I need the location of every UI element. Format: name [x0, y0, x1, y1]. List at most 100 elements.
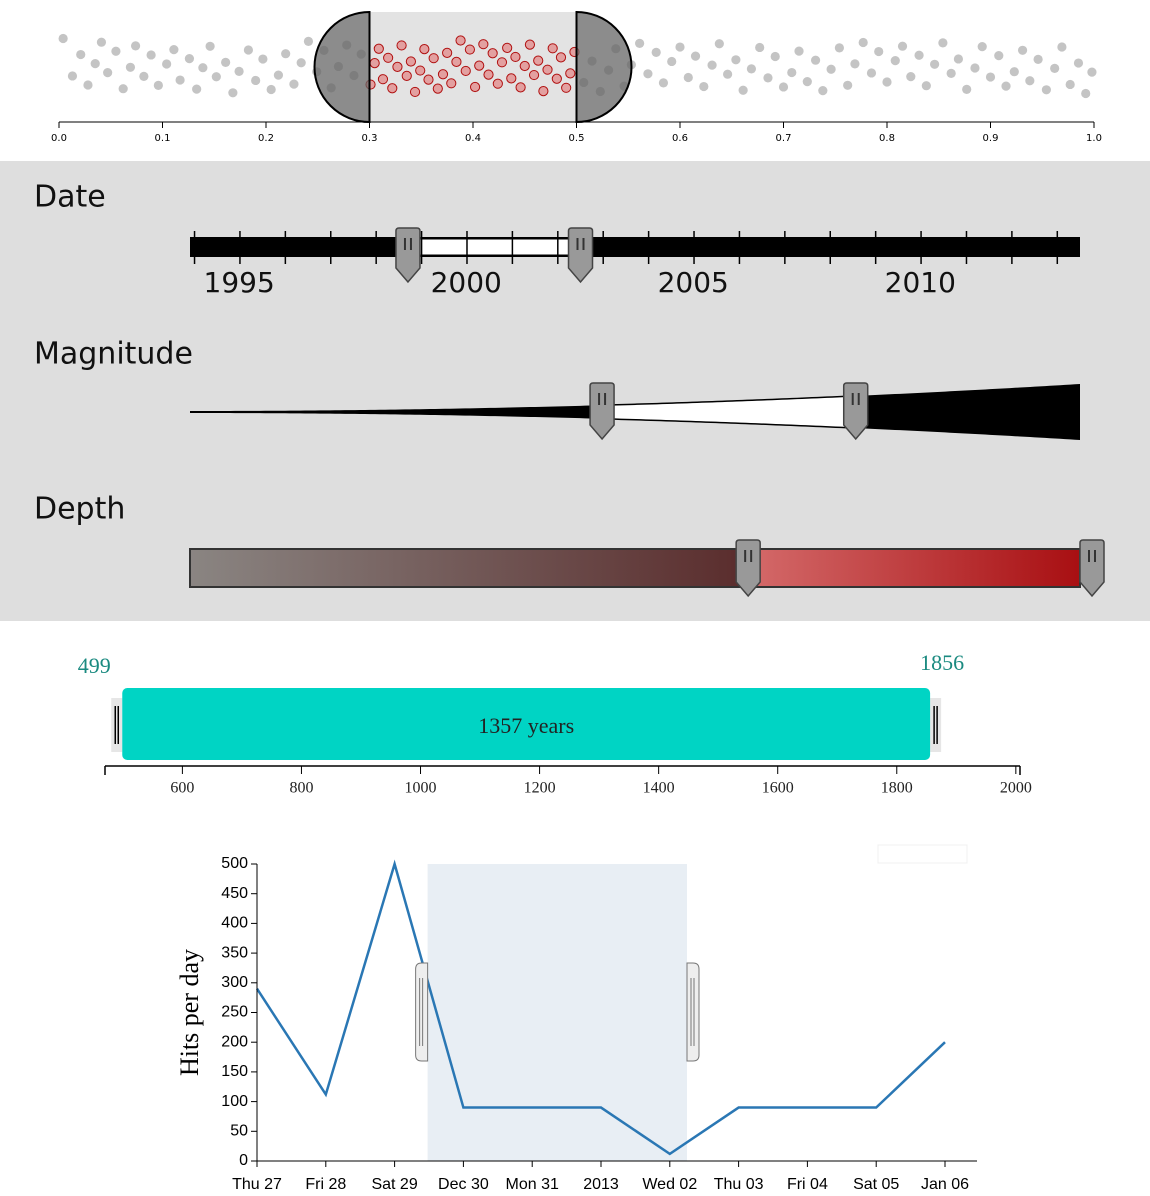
dot [658, 78, 669, 88]
dot [111, 46, 121, 56]
dot [834, 43, 844, 53]
x-tick-label: 0.1 [155, 133, 171, 144]
dot [175, 75, 185, 85]
dot [826, 64, 836, 74]
dot [731, 55, 741, 65]
brush-handle[interactable] [575, 10, 633, 124]
dot [538, 86, 549, 97]
dot [953, 54, 964, 64]
y-tick-label: 350 [221, 944, 248, 961]
dot [415, 65, 426, 76]
x-tick-label: 0.4 [465, 133, 481, 144]
slider-handle[interactable] [395, 227, 421, 284]
dot [146, 50, 156, 60]
dot [118, 84, 128, 94]
y-tick-label: 50 [230, 1123, 248, 1140]
dot [675, 42, 685, 52]
x-tick-label: Thu 27 [232, 1176, 282, 1193]
slider-handle[interactable] [589, 382, 615, 441]
x-tick-label: 0.5 [569, 133, 585, 144]
dot [946, 68, 956, 78]
dot [787, 67, 797, 78]
dot [303, 36, 314, 46]
dot [377, 74, 389, 85]
dot [770, 51, 780, 62]
dot [515, 82, 526, 93]
dot [296, 58, 306, 68]
dot [890, 56, 900, 66]
dot [446, 78, 457, 89]
dot [746, 64, 757, 74]
dot [96, 37, 107, 47]
dot [755, 42, 765, 53]
dot [289, 79, 299, 89]
dot [874, 46, 884, 57]
brush-extent [369, 12, 577, 122]
dot [474, 60, 485, 71]
brush-handle[interactable] [313, 10, 371, 124]
x-tick-label: 0.0 [51, 133, 67, 144]
dot [103, 68, 113, 78]
dot [542, 64, 553, 75]
x-tick-label: Mon 31 [506, 1176, 559, 1193]
y-tick-label: 100 [221, 1093, 248, 1110]
dot [533, 55, 544, 66]
handle[interactable] [111, 698, 123, 752]
slider-handle[interactable] [1079, 539, 1105, 598]
dot [437, 69, 449, 80]
selection [122, 688, 931, 760]
dot [478, 39, 489, 50]
unselected [190, 549, 749, 587]
dot [1017, 45, 1028, 55]
dot [699, 81, 709, 92]
dot [243, 45, 254, 55]
dot [778, 82, 789, 92]
brush-extent [427, 864, 687, 1161]
x-tick-label: Wed 02 [642, 1176, 697, 1193]
x-tick-label: 2010 [885, 266, 956, 299]
x-tick-label: 0.7 [776, 133, 792, 144]
dot [1041, 85, 1051, 95]
slider-handle[interactable] [842, 382, 869, 441]
line [255, 859, 946, 1156]
dot [882, 77, 892, 87]
dot [184, 54, 195, 64]
dot [551, 73, 562, 84]
dot [994, 51, 1004, 61]
dot [387, 83, 398, 94]
dot [451, 56, 462, 68]
dot [643, 69, 653, 79]
dot [547, 43, 558, 54]
dot [1001, 81, 1011, 91]
dot [234, 66, 244, 76]
x-tick-label: 2013 [583, 1176, 619, 1193]
slider-handle[interactable] [567, 227, 594, 284]
dot [565, 68, 576, 79]
dot [502, 42, 513, 54]
dot [850, 59, 860, 69]
dot [1057, 42, 1067, 52]
slider-label: Magnitude [34, 337, 193, 372]
dot [401, 70, 412, 82]
dot [914, 50, 924, 60]
dot [423, 74, 434, 85]
slider-handle[interactable] [735, 539, 761, 598]
dot [519, 60, 530, 72]
x-tick-label: 0.9 [983, 133, 999, 144]
brush-handle[interactable] [686, 962, 700, 1062]
dot [707, 60, 717, 70]
dot [683, 72, 693, 83]
dot [1073, 58, 1084, 68]
dot [67, 71, 78, 81]
handle[interactable] [930, 698, 942, 752]
dot [153, 80, 163, 90]
x-tick-label: Dec 30 [438, 1176, 489, 1193]
dot [1025, 76, 1035, 86]
dot [858, 37, 868, 48]
dot [419, 44, 430, 55]
brush-handle[interactable] [415, 962, 429, 1062]
y-tick-label: 0 [239, 1152, 248, 1169]
dot [211, 72, 221, 82]
span-label: 1357 years [478, 713, 574, 738]
